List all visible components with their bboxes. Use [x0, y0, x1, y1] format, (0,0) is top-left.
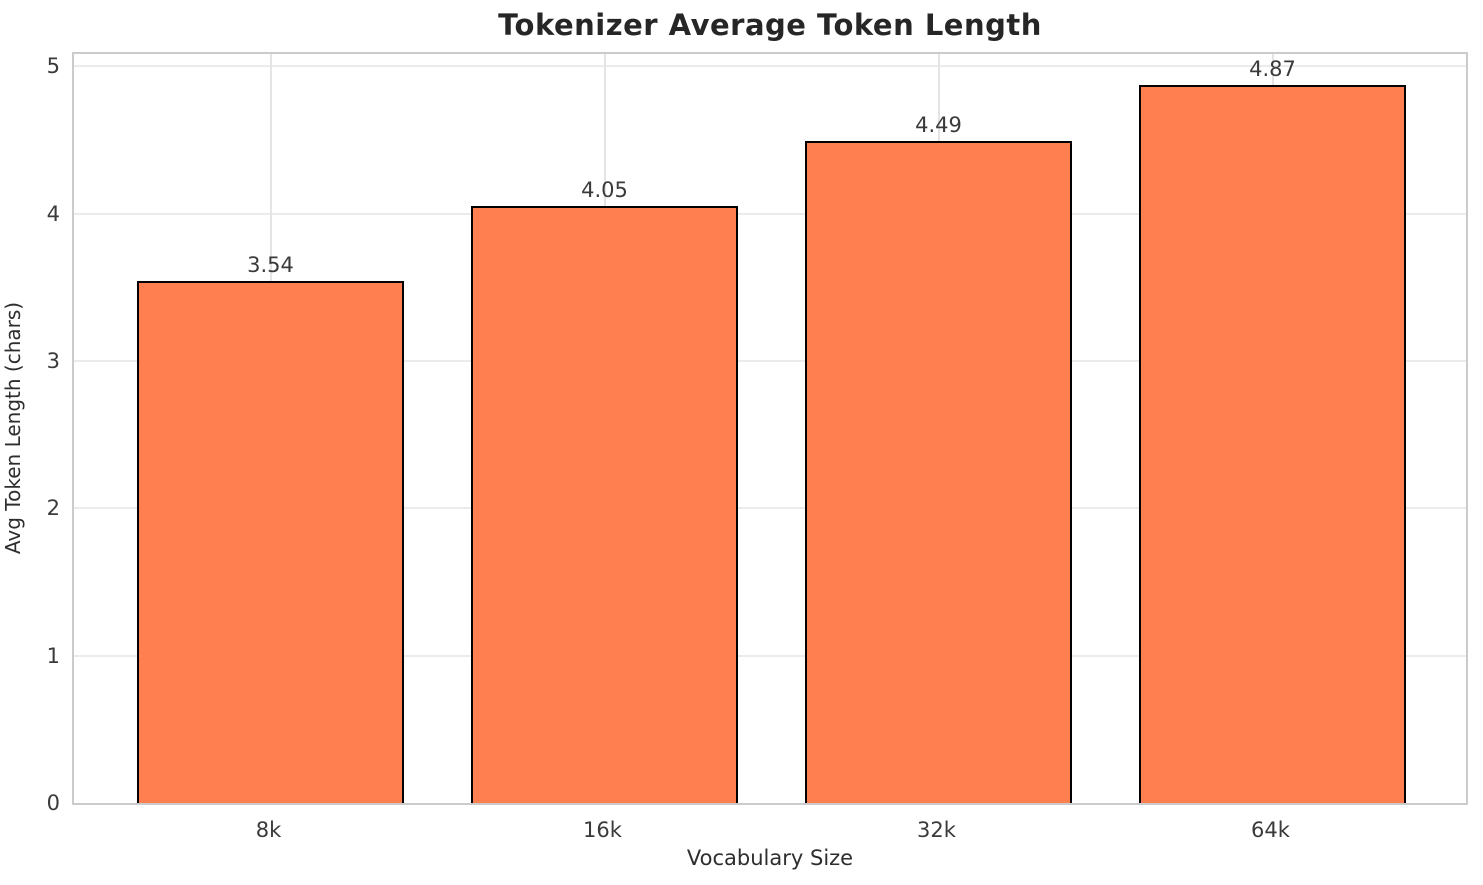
y-tick-label: 2: [46, 496, 60, 521]
x-tick-label: 16k: [583, 818, 622, 842]
x-tick-label: 32k: [917, 818, 956, 842]
bar-8k: [137, 281, 404, 803]
gridline-h: [74, 507, 1466, 510]
x-tick-label: 8k: [255, 818, 282, 842]
x-tick-label: 64k: [1251, 818, 1290, 842]
bar-value-label: 4.49: [915, 113, 962, 138]
gridline-h: [74, 359, 1466, 362]
bar-64k: [1139, 85, 1406, 803]
gridline-h: [74, 65, 1466, 68]
bar-value-label: 4.87: [1249, 57, 1296, 82]
y-tick-label: 5: [46, 54, 60, 79]
y-axis-label-text: Avg Token Length (chars): [1, 301, 25, 555]
x-axis-label: Vocabulary Size: [686, 846, 854, 870]
gridline-h: [74, 212, 1466, 215]
bar-32k: [805, 141, 1072, 803]
bar-16k: [471, 206, 738, 803]
y-tick-label: 3: [46, 348, 60, 373]
y-tick-label: 4: [46, 201, 60, 226]
chart-title: Tokenizer Average Token Length: [498, 8, 1042, 42]
gridline-h: [74, 654, 1466, 657]
y-tick-label: 0: [46, 791, 60, 815]
plot-area: 3.54 4.05 4.49 4.87: [72, 52, 1468, 805]
bar-value-label: 4.05: [581, 178, 628, 203]
y-tick-label: 1: [46, 643, 60, 668]
bar-value-label: 3.54: [247, 253, 294, 278]
